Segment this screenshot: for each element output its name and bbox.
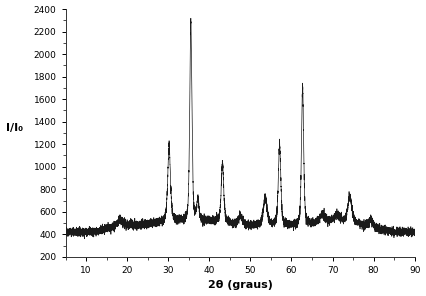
Y-axis label: I/I₀: I/I₀ xyxy=(6,123,23,133)
X-axis label: 2θ (graus): 2θ (graus) xyxy=(208,280,273,290)
